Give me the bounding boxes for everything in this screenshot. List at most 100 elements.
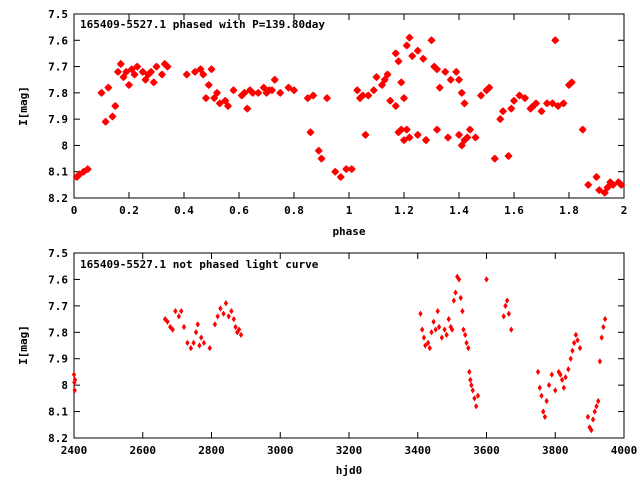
data-point bbox=[270, 75, 279, 84]
data-point bbox=[504, 151, 513, 160]
data-point bbox=[377, 80, 387, 89]
data-point bbox=[544, 397, 549, 405]
data-point bbox=[386, 96, 395, 105]
data-point bbox=[449, 326, 455, 333]
data-point bbox=[254, 88, 263, 97]
data-points bbox=[71, 273, 608, 434]
chart-title: 165409-5527.1 not phased light curve bbox=[80, 258, 319, 271]
data-point bbox=[212, 88, 222, 97]
data-point bbox=[490, 154, 499, 163]
data-point bbox=[113, 67, 123, 76]
data-point bbox=[535, 368, 541, 376]
data-point bbox=[71, 371, 77, 378]
data-point bbox=[573, 331, 579, 339]
data-point bbox=[162, 315, 168, 323]
data-point bbox=[394, 57, 403, 66]
data-point bbox=[399, 136, 409, 145]
y-tick-label: 8.2 bbox=[48, 432, 68, 445]
x-tick-label: 1.8 bbox=[559, 204, 579, 217]
data-point bbox=[563, 374, 568, 381]
x-tick-label: 1.2 bbox=[394, 204, 414, 217]
data-point bbox=[369, 86, 378, 95]
data-point bbox=[152, 62, 161, 71]
data-point bbox=[589, 426, 594, 434]
data-point bbox=[163, 62, 172, 71]
data-point bbox=[577, 345, 583, 352]
data-point bbox=[501, 313, 506, 320]
x-tick-label: 3800 bbox=[542, 444, 569, 457]
data-point bbox=[179, 308, 184, 315]
data-point bbox=[475, 392, 481, 399]
x-axis-label: hjd0 bbox=[336, 464, 363, 477]
data-point bbox=[509, 326, 514, 333]
data-point bbox=[575, 337, 580, 344]
data-point bbox=[470, 387, 475, 394]
data-point bbox=[429, 329, 434, 336]
data-point bbox=[466, 345, 471, 352]
data-point bbox=[590, 416, 596, 423]
data-point bbox=[421, 334, 427, 341]
data-point bbox=[236, 326, 242, 333]
data-point bbox=[599, 334, 604, 341]
data-point bbox=[221, 96, 230, 105]
data-point bbox=[454, 75, 464, 84]
data-point bbox=[617, 180, 626, 189]
phased-light-curve-plot: 165409-5527.1 phased with P=139.80day ph… bbox=[17, 8, 627, 238]
data-point bbox=[468, 376, 473, 383]
data-point bbox=[435, 83, 444, 92]
data-point bbox=[413, 130, 422, 139]
y-tick-label: 8.1 bbox=[48, 166, 68, 179]
data-point bbox=[141, 75, 150, 84]
data-point bbox=[223, 300, 229, 307]
data-point bbox=[238, 331, 244, 339]
data-point bbox=[399, 94, 409, 103]
data-point bbox=[97, 88, 106, 97]
data-point bbox=[306, 128, 315, 137]
data-point bbox=[243, 104, 252, 113]
data-point bbox=[124, 80, 134, 89]
data-point bbox=[537, 107, 546, 116]
x-tick-label: 1.6 bbox=[504, 204, 524, 217]
data-point bbox=[210, 94, 219, 103]
y-tick-label: 8.1 bbox=[48, 406, 68, 419]
data-point bbox=[259, 83, 268, 92]
data-point bbox=[435, 308, 440, 315]
data-point bbox=[119, 73, 128, 82]
data-point bbox=[127, 65, 136, 74]
data-point bbox=[364, 91, 373, 100]
data-point bbox=[451, 297, 457, 304]
y-tick-label: 7.6 bbox=[48, 273, 68, 286]
data-point bbox=[531, 99, 541, 108]
data-point bbox=[72, 376, 78, 383]
y-tick-label: 7.8 bbox=[48, 87, 68, 100]
data-point bbox=[443, 133, 453, 142]
data-point bbox=[444, 331, 449, 339]
data-point bbox=[592, 172, 601, 181]
data-point bbox=[218, 305, 223, 312]
data-point bbox=[515, 91, 524, 100]
data-point bbox=[464, 339, 469, 346]
data-point bbox=[558, 371, 563, 378]
data-point bbox=[309, 91, 318, 100]
data-point bbox=[461, 326, 466, 333]
data-point bbox=[138, 67, 147, 76]
data-point bbox=[537, 384, 542, 391]
data-point bbox=[181, 323, 187, 331]
data-point bbox=[454, 130, 464, 139]
data-point bbox=[504, 297, 510, 304]
data-point bbox=[397, 78, 406, 87]
data-point bbox=[542, 413, 548, 420]
x-tick-label: 3000 bbox=[267, 444, 294, 457]
x-tick-label: 3600 bbox=[473, 444, 500, 457]
data-point bbox=[165, 318, 170, 325]
data-point bbox=[380, 75, 389, 84]
data-point bbox=[196, 65, 205, 74]
data-point bbox=[474, 403, 479, 410]
data-point bbox=[423, 342, 428, 349]
data-point bbox=[594, 403, 599, 410]
data-point bbox=[204, 80, 213, 89]
data-point bbox=[317, 154, 326, 163]
data-point bbox=[460, 99, 469, 108]
data-point bbox=[185, 339, 190, 346]
